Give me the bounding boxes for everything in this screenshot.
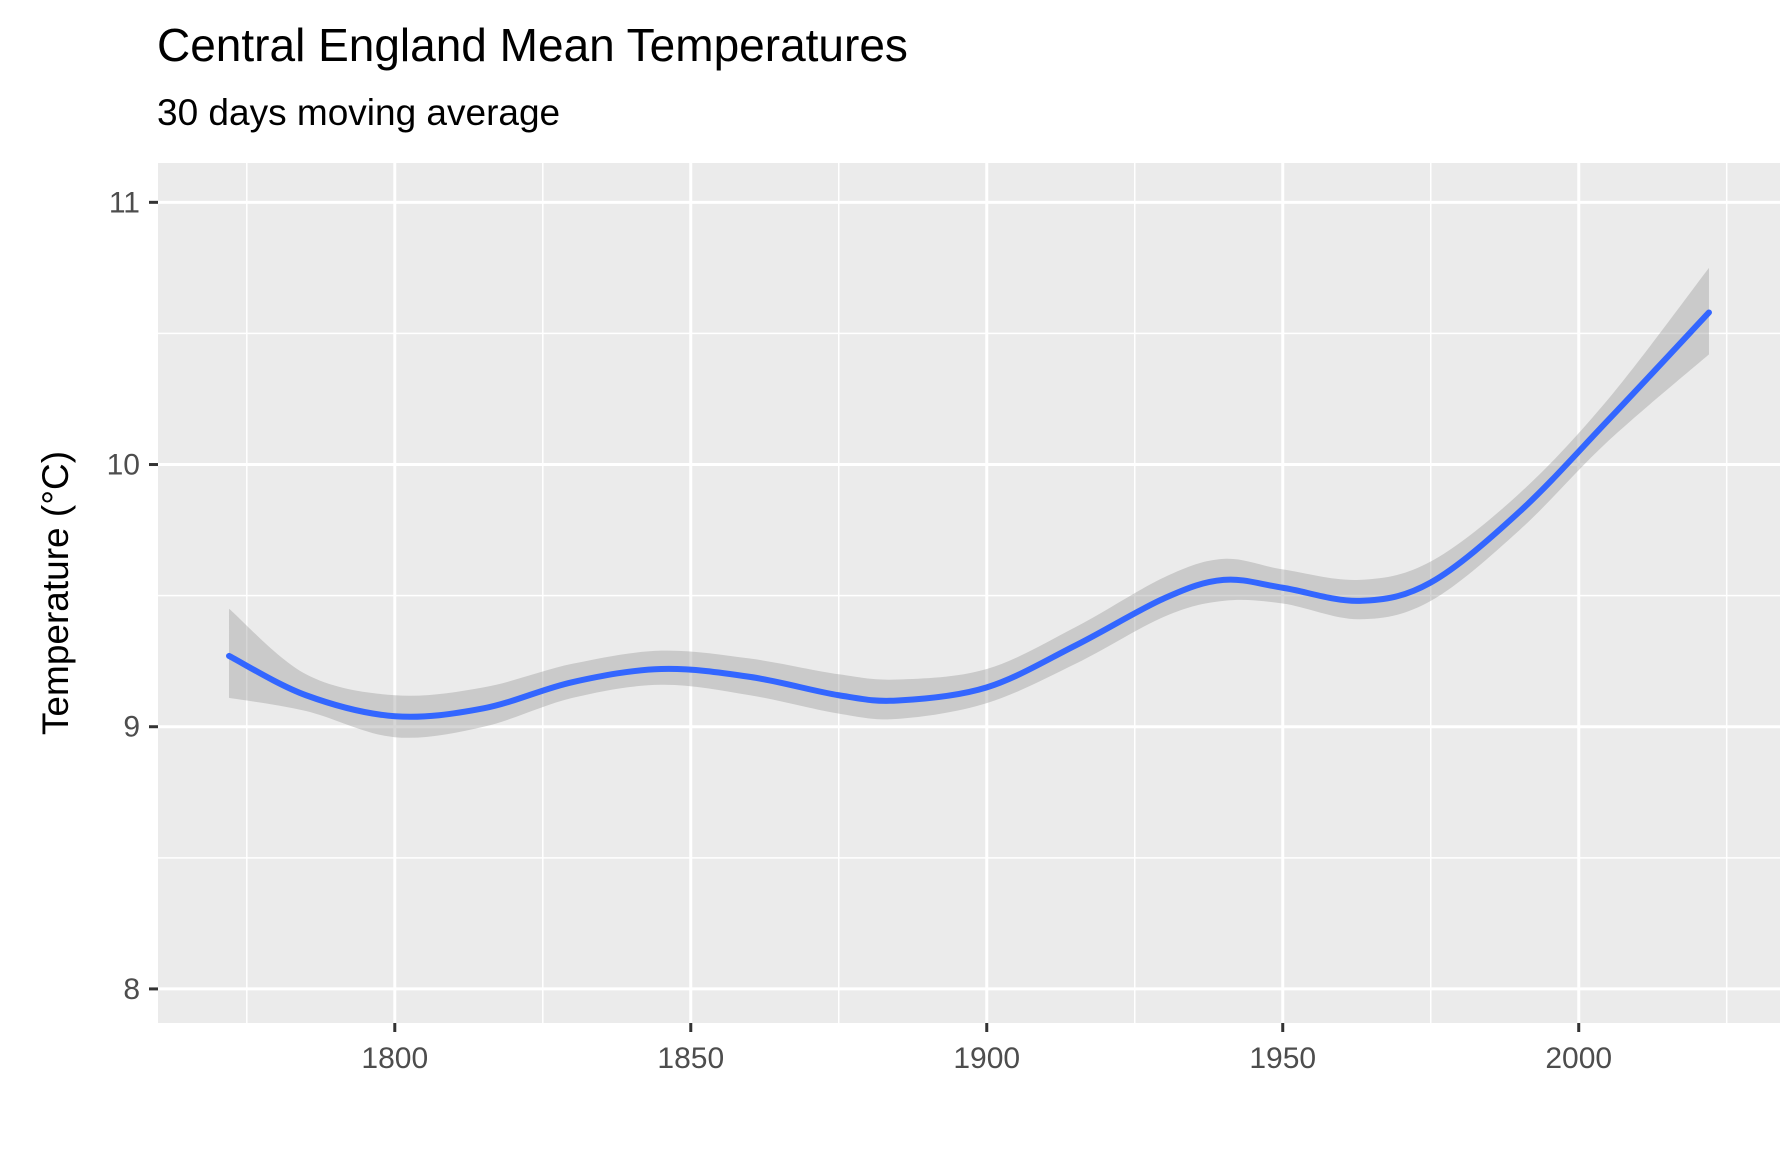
- minor-gridlines: [158, 163, 1780, 1023]
- x-tick-label: 1800: [361, 1042, 428, 1075]
- x-tick-label: 2000: [1545, 1042, 1612, 1075]
- x-tick-label: 1900: [953, 1042, 1020, 1075]
- x-axis: 1800 1850 1900 1950 2000: [361, 1023, 1612, 1075]
- chart-subtitle: 30 days moving average: [157, 92, 561, 133]
- x-tick-label: 1850: [657, 1042, 724, 1075]
- y-axis-title: Temperature (°C): [35, 451, 76, 735]
- series-line: [226, 309, 1712, 720]
- major-gridlines: [158, 163, 1780, 1023]
- x-tick-label: 1950: [1249, 1042, 1316, 1075]
- y-tick-label: 9: [123, 711, 140, 744]
- y-tick-label: 11: [109, 186, 140, 219]
- y-tick-label: 8: [123, 973, 140, 1006]
- chart-title: Central England Mean Temperatures: [157, 19, 908, 71]
- y-tick-label: 10: [107, 449, 140, 482]
- y-axis: 8 9 10 11: [107, 186, 158, 1006]
- plot-panel: [158, 163, 1780, 1023]
